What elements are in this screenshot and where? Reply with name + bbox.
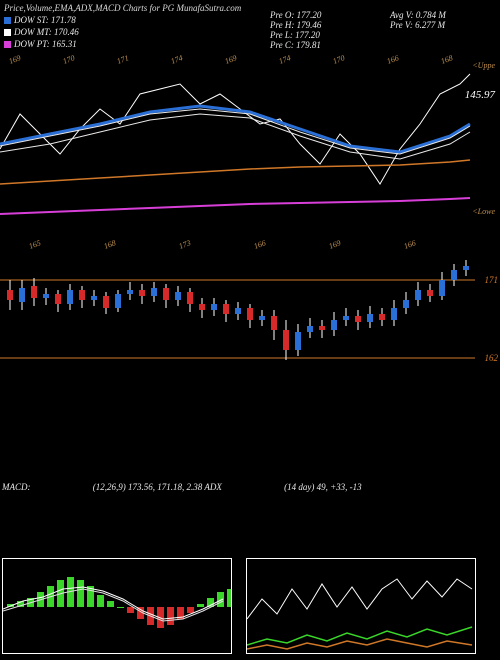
svg-text:166: 166 xyxy=(253,238,267,251)
svg-text:169: 169 xyxy=(8,54,22,66)
pre-high: Pre H: 179.46 xyxy=(270,20,321,30)
svg-text:168: 168 xyxy=(440,54,454,66)
macd-params: (12,26,9) 173.56, 171.18, 2.38 ADX xyxy=(93,482,222,492)
svg-text:170: 170 xyxy=(62,54,76,66)
svg-text:166: 166 xyxy=(403,238,417,251)
legend-swatch xyxy=(4,17,11,24)
adx-panel xyxy=(246,558,476,654)
svg-text:171: 171 xyxy=(116,54,130,66)
svg-text:170: 170 xyxy=(332,54,346,66)
candle-chart: 171 162 xyxy=(0,260,500,380)
pre-vol: Pre V: 6.277 M xyxy=(390,20,446,30)
legend-text: DOW PT: 165.31 xyxy=(14,38,77,50)
macd-panel xyxy=(2,558,232,654)
svg-text:166: 166 xyxy=(386,54,400,66)
svg-text:171: 171 xyxy=(485,275,499,285)
pre-low: Pre L: 177.20 xyxy=(270,30,321,40)
legend-swatch xyxy=(4,41,11,48)
svg-text:145.97: 145.97 xyxy=(465,89,496,101)
pre-quote-block: Pre O: 177.20 Pre H: 179.46 Pre L: 177.2… xyxy=(270,10,321,50)
svg-text:168: 168 xyxy=(103,238,117,251)
svg-text:<Lowe: <Lowe xyxy=(472,207,495,216)
macd-label: MACD: (12,26,9) 173.56, 171.18, 2.38 ADX… xyxy=(2,482,362,492)
pre-open: Pre O: 177.20 xyxy=(270,10,321,20)
price-chart: 169 170 171 174 169 174 170 166 168 <Uppe <Lowe 145… xyxy=(0,54,500,254)
pre-close: Pre C: 179.81 xyxy=(270,40,321,50)
svg-text:174: 174 xyxy=(170,54,184,66)
legend-text: DOW MT: 170.46 xyxy=(14,26,79,38)
avg-vol-block: Avg V: 0.784 M Pre V: 6.277 M xyxy=(390,10,446,30)
adx-params: (14 day) 49, +33, -13 xyxy=(284,482,362,492)
avg-vol: Avg V: 0.784 M xyxy=(390,10,446,20)
svg-text:169: 169 xyxy=(224,54,238,66)
svg-text:165: 165 xyxy=(28,238,42,251)
legend-item: DOW PT: 165.31 xyxy=(4,38,496,50)
svg-text:173: 173 xyxy=(178,238,192,251)
svg-text:174: 174 xyxy=(278,54,292,66)
svg-text:169: 169 xyxy=(328,238,342,251)
svg-text:162: 162 xyxy=(485,353,499,363)
legend-text: DOW ST: 171.78 xyxy=(14,14,76,26)
legend-swatch xyxy=(4,29,11,36)
svg-text:<Uppe: <Uppe xyxy=(472,61,495,70)
